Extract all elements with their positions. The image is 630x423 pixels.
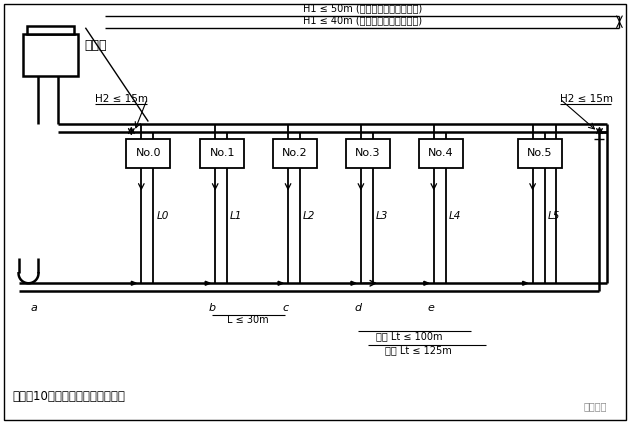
Bar bbox=[518, 138, 561, 168]
Text: No.5: No.5 bbox=[527, 148, 553, 159]
Text: L1: L1 bbox=[230, 212, 243, 221]
Text: No.1: No.1 bbox=[209, 148, 235, 159]
Bar bbox=[127, 138, 170, 168]
Text: No.4: No.4 bbox=[428, 148, 454, 159]
Text: H2 ≤ 15m: H2 ≤ 15m bbox=[95, 93, 149, 104]
Text: H1 ≤ 40m (室外机位置低于室内机): H1 ≤ 40m (室外机位置低于室内机) bbox=[304, 15, 423, 25]
Text: L ≤ 30m: L ≤ 30m bbox=[227, 315, 269, 325]
Text: 立管每10米高度须提供一个回油弯: 立管每10米高度须提供一个回油弯 bbox=[13, 390, 125, 403]
Text: 当量 Lt ≤ 125m: 当量 Lt ≤ 125m bbox=[386, 345, 452, 355]
Text: 实际 Lt ≤ 100m: 实际 Lt ≤ 100m bbox=[375, 331, 442, 341]
Text: c: c bbox=[282, 303, 288, 313]
Text: L2: L2 bbox=[303, 212, 316, 221]
Text: e: e bbox=[427, 303, 434, 313]
Text: L0: L0 bbox=[156, 212, 169, 221]
Text: a: a bbox=[30, 303, 37, 313]
Polygon shape bbox=[205, 281, 210, 285]
Bar bbox=[419, 138, 462, 168]
Polygon shape bbox=[424, 281, 429, 285]
Bar bbox=[26, 26, 74, 34]
Polygon shape bbox=[351, 281, 356, 285]
Bar bbox=[346, 138, 390, 168]
Text: H2 ≤ 15m: H2 ≤ 15m bbox=[559, 93, 612, 104]
Polygon shape bbox=[278, 281, 283, 285]
Polygon shape bbox=[131, 281, 136, 285]
Text: No.0: No.0 bbox=[135, 148, 161, 159]
Text: d: d bbox=[354, 303, 362, 313]
Text: L4: L4 bbox=[449, 212, 461, 221]
Text: 制冷百科: 制冷百科 bbox=[584, 401, 607, 411]
Bar bbox=[200, 138, 244, 168]
Text: 室外机: 室外机 bbox=[84, 38, 107, 52]
Text: b: b bbox=[209, 303, 215, 313]
Text: No.3: No.3 bbox=[355, 148, 381, 159]
Polygon shape bbox=[523, 281, 527, 285]
Bar bbox=[23, 34, 78, 76]
Bar bbox=[273, 138, 317, 168]
Text: H1 ≤ 50m (室外机位置高于室内机): H1 ≤ 50m (室外机位置高于室内机) bbox=[303, 3, 423, 13]
Text: L3: L3 bbox=[376, 212, 388, 221]
Text: No.2: No.2 bbox=[282, 148, 308, 159]
Text: L5: L5 bbox=[547, 212, 560, 221]
